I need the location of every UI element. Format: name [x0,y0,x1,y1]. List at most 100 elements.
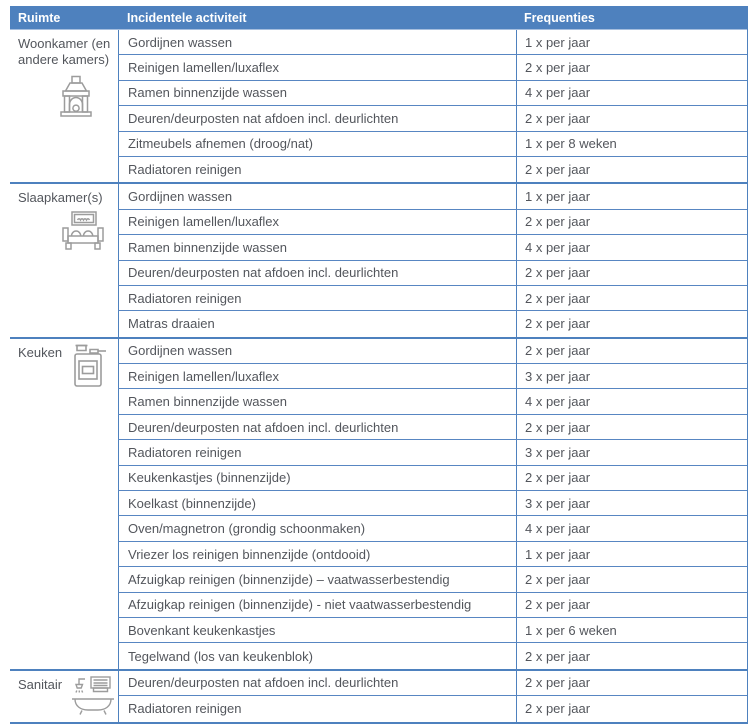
frequency-cell: 2 x per jaar [516,414,747,440]
activity-cell: Matras draaien [118,311,516,337]
activity-cell: Deuren/deurposten nat afdoen incl. deurl… [118,414,516,440]
frequency-cell: 2 x per jaar [516,156,747,183]
table-row: Gordijnen wassen 1 x per jaar [118,30,747,56]
frequency-cell: 1 x per jaar [516,184,747,209]
frequency-cell: 2 x per jaar [516,106,747,131]
section-rows: Gordijnen wassen 1 x per jaar Reinigen lam… [118,184,747,337]
frequency-cell: 2 x per jaar [516,260,747,285]
table-section: Woonkamer (en andere kamers) Gordijnen wa… [10,30,747,183]
frequency-cell: 4 x per jaar [516,389,747,414]
frequency-cell: 2 x per jaar [516,285,747,311]
activity-cell: Tegelwand (los van keukenblok) [118,643,516,669]
activity-cell: Reinigen lamellen/luxaflex [118,55,516,80]
table-row: Ramen binnenzijde wassen 4 x per jaar [118,80,747,107]
frequency-cell: 1 x per 6 weken [516,617,747,643]
table-section: Slaapkamer(s) Gordijnen wassen 1 x per jaa… [10,182,747,337]
table-row: Oven/magnetron (grondig schoonmaken) 4 x … [118,516,747,542]
frequency-cell: 3 x per jaar [516,491,747,516]
activity-cell: Radiatoren reinigen [118,440,516,465]
table-row: Gordijnen wassen 1 x per jaar [118,184,747,210]
table-header-row: Ruimte Incidentele activiteit Frequentie… [10,6,747,30]
activity-cell: Afzuigkap reinigen (binnenzijde) - niet … [118,592,516,617]
room-label: Keuken [18,344,63,360]
frequency-cell: 2 x per jaar [516,311,747,337]
table-row: Reinigen lamellen/luxaflex 3 x per jaar [118,364,747,390]
table-row: Keukenkastjes (binnenzijde) 2 x per jaar [118,465,747,492]
table-body: Woonkamer (en andere kamers) Gordijnen wa… [10,30,747,722]
room-label: Slaapkamer(s) [18,190,103,206]
frequency-cell: 1 x per jaar [516,541,747,567]
table-row: Deuren/deurposten nat afdoen incl. deurl… [118,670,747,697]
activity-cell: Reinigen lamellen/luxaflex [118,209,516,235]
cleaning-frequency-table: Ruimte Incidentele activiteit Frequentie… [10,6,748,724]
table-row: Bovenkant keukenkastjes 1 x per 6 weken [118,617,747,644]
table-row: Deuren/deurposten nat afdoen incl. deurl… [118,414,747,441]
table-section: Sanitair Deuren/deurposten nat afdoen inc… [10,668,747,722]
frequency-cell: 2 x per jaar [516,209,747,235]
activity-cell: Radiatoren reinigen [118,285,516,311]
stove-icon [70,342,108,390]
frequency-cell: 2 x per jaar [516,670,747,696]
room-cell: Keuken [10,339,118,669]
room-cell: Slaapkamer(s) [10,184,118,336]
table-row: Vriezer los reinigen binnenzijde (ontdoo… [118,541,747,568]
activity-cell: Bovenkant keukenkastjes [118,617,516,643]
table-row: Gordijnen wassen 2 x per jaar [118,338,747,365]
activity-cell: Deuren/deurposten nat afdoen incl. deurl… [118,106,516,131]
activity-cell: Zitmeubels afnemen (droog/nat) [118,131,516,156]
frequency-cell: 3 x per jaar [516,440,747,465]
table-row: Ramen binnenzijde wassen 4 x per jaar [118,389,747,415]
frequency-cell: 3 x per jaar [516,364,747,389]
room-cell: Sanitair [10,671,118,722]
activity-cell: Ramen binnenzijde wassen [118,235,516,260]
table-row: Tegelwand (los van keukenblok) 2 x per ja… [118,643,747,669]
frequency-cell: 1 x per jaar [516,30,747,55]
header-frequenties: Frequenties [524,10,595,25]
section-rows: Gordijnen wassen 1 x per jaar Reinigen lam… [118,30,747,183]
header-incidentele-activiteit: Incidentele activiteit [127,10,247,25]
activity-cell: Ramen binnenzijde wassen [118,80,516,106]
table-row: Radiatoren reinigen 2 x per jaar [118,156,747,183]
frequency-cell: 2 x per jaar [516,465,747,491]
bed-icon [60,211,118,251]
frequency-cell: 2 x per jaar [516,643,747,669]
section-rows: Deuren/deurposten nat afdoen incl. deurl… [118,670,747,722]
table-row: Radiatoren reinigen 2 x per jaar [118,696,747,722]
activity-cell: Gordijnen wassen [118,184,516,209]
table-row: Reinigen lamellen/luxaflex 2 x per jaar [118,209,747,236]
frequency-cell: 1 x per 8 weken [516,131,747,156]
table-row: Ramen binnenzijde wassen 4 x per jaar [118,235,747,261]
activity-cell: Oven/magnetron (grondig schoonmaken) [118,516,516,541]
frequency-cell: 4 x per jaar [516,235,747,260]
activity-cell: Keukenkastjes (binnenzijde) [118,465,516,491]
room-cell: Woonkamer (en andere kamers) [10,30,118,182]
table-row: Radiatoren reinigen 2 x per jaar [118,285,747,312]
frequency-cell: 2 x per jaar [516,338,747,364]
table-row: Koelkast (binnenzijde) 3 x per jaar [118,491,747,517]
activity-cell: Radiatoren reinigen [118,156,516,183]
frequency-cell: 2 x per jaar [516,567,747,592]
room-label: Woonkamer (en andere kamers) [18,36,111,67]
activity-cell: Deuren/deurposten nat afdoen incl. deurl… [118,670,516,696]
activity-cell: Gordijnen wassen [118,338,516,364]
room-label: Sanitair [18,676,63,692]
fireplace-icon [55,75,118,119]
table-row: Matras draaien 2 x per jaar [118,311,747,337]
activity-cell: Gordijnen wassen [118,30,516,55]
activity-cell: Radiatoren reinigen [118,696,516,722]
table-row: Radiatoren reinigen 3 x per jaar [118,440,747,466]
frequency-cell: 2 x per jaar [516,55,747,80]
frequency-cell: 4 x per jaar [516,516,747,541]
activity-cell: Koelkast (binnenzijde) [118,491,516,516]
bathtub-icon [70,674,116,716]
activity-cell: Reinigen lamellen/luxaflex [118,364,516,389]
frequency-cell: 4 x per jaar [516,80,747,106]
activity-cell: Vriezer los reinigen binnenzijde (ontdoo… [118,541,516,567]
table-row: Afzuigkap reinigen (binnenzijde) - niet … [118,592,747,618]
table-row: Deuren/deurposten nat afdoen incl. deurl… [118,106,747,132]
table-row: Deuren/deurposten nat afdoen incl. deurl… [118,260,747,286]
frequency-cell: 2 x per jaar [516,592,747,617]
table-row: Reinigen lamellen/luxaflex 2 x per jaar [118,55,747,81]
activity-cell: Afzuigkap reinigen (binnenzijde) – vaatw… [118,567,516,592]
activity-cell: Ramen binnenzijde wassen [118,389,516,414]
